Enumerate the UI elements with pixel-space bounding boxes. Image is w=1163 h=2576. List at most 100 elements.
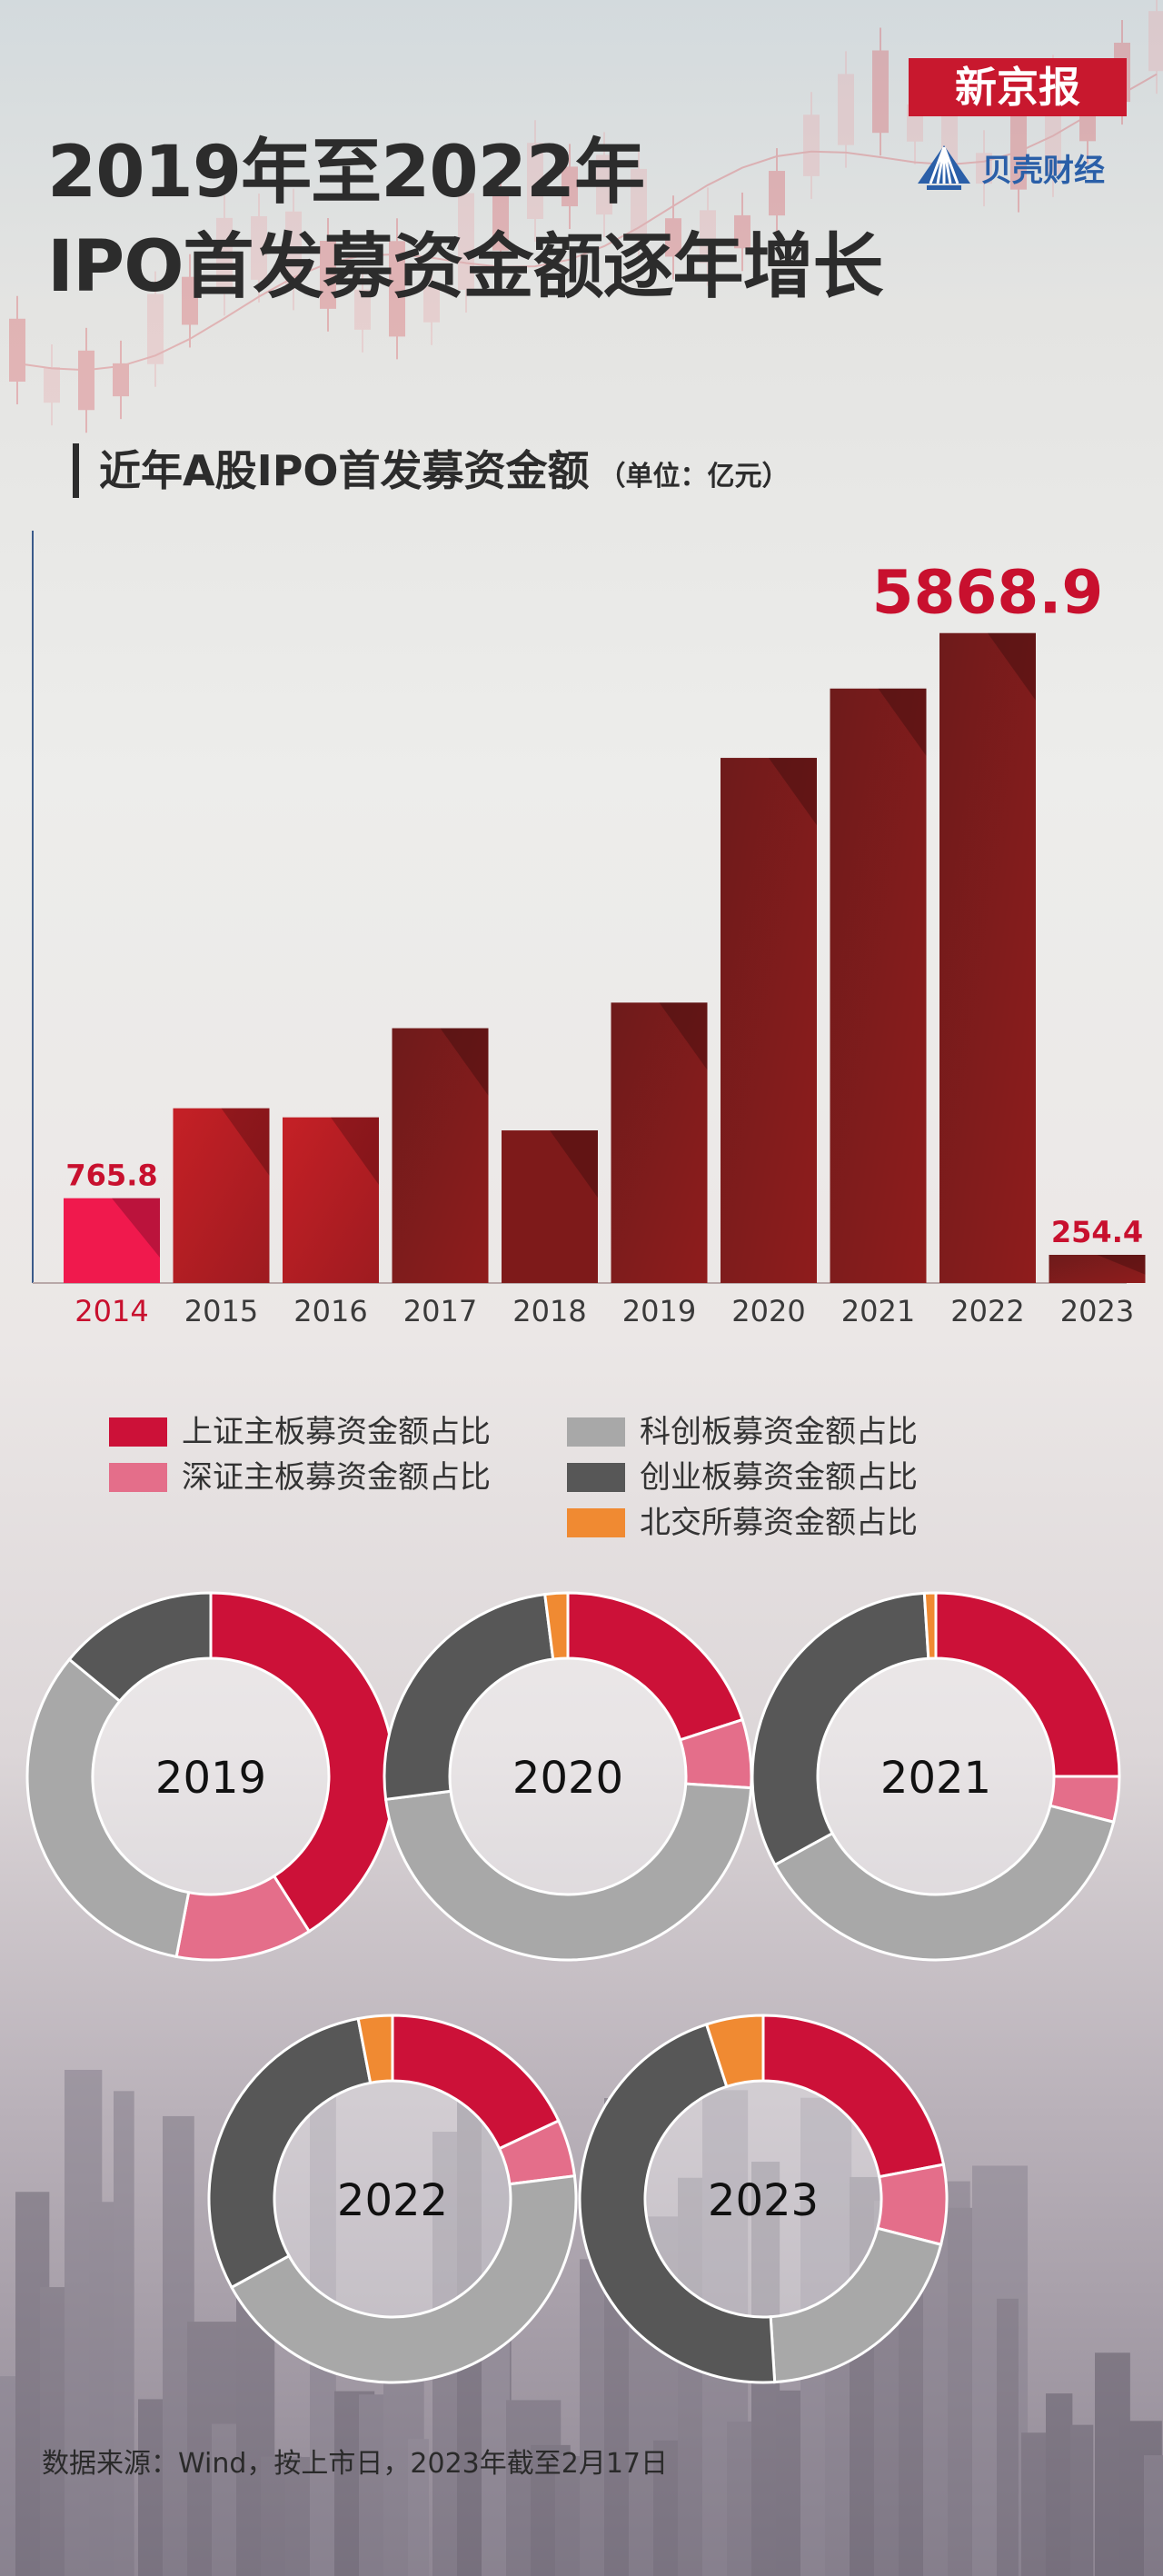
donut-slice-2020-3 [383,1782,753,1962]
donut-slice-2023-4 [578,2022,777,2384]
candle-body [9,318,25,382]
bar-2021 [830,688,927,1283]
shell-icon [918,145,970,190]
building [776,2390,808,2576]
bar-shade-2022 [988,632,1036,701]
bar-2020 [721,758,817,1283]
candle-body [803,114,820,176]
candle-body [182,276,198,325]
legend-swatch [567,1508,625,1537]
building [40,2287,95,2576]
donut-hole [94,1659,328,1894]
building [285,2457,317,2576]
building [408,2439,430,2576]
bar-2014 [64,1198,160,1283]
donut-chart-2021: 2021 [750,1591,1121,1962]
main-title-line-2: IPO首发募资金额逐年增长 [47,226,883,308]
candle-body [320,241,336,309]
legend-label: 北交所募资金额占比 [640,1505,918,1541]
donut-slice-2020-5 [543,1591,570,1661]
bar-shade-2019 [659,1002,708,1070]
building [163,2115,194,2576]
donut-slice-2019-4 [67,1591,213,1704]
building [334,2391,375,2576]
data-label-2022: 5868.9 [872,558,1104,628]
building [825,2362,854,2576]
candle-body [596,154,612,215]
donut-hole [451,1659,685,1894]
building [506,2400,562,2576]
candle-body [1010,113,1027,190]
donut-slice-2021-4 [750,1591,930,1867]
donut-chart-2022: 2022 [207,2014,578,2384]
candle-body [251,215,267,280]
bar-shade-2020 [769,758,817,826]
candle-body [113,363,129,397]
x-tick-label-2020: 2020 [731,1294,805,1328]
building [359,2394,412,2576]
beike-finance-logo: 贝壳财经 [912,136,1130,194]
candle-body [976,153,992,184]
chart-subtitle-text: 近年A股IPO首发募资金额 [99,446,590,495]
main-title-line-1: 2019年至2022年 [47,132,645,214]
candle-body [769,171,785,216]
candle-body [78,350,94,411]
bar-shade-2016 [331,1117,379,1185]
x-tick-label-2016: 2016 [293,1294,367,1328]
x-tick-label-2019: 2019 [622,1294,696,1328]
candle-body [147,293,164,364]
legend-swatch [567,1463,625,1492]
bar-2022 [939,632,1036,1283]
building [1070,2424,1094,2576]
donut-year-label-2019: 2019 [155,1753,266,1804]
candle-body [872,50,889,134]
donut-slice-2019-1 [209,1591,396,1934]
candle-body [527,143,543,220]
donut-slice-2023-1 [761,2014,946,2179]
legend-label: 深证主板募资金额占比 [182,1459,491,1496]
building [261,2456,302,2576]
donut-year-label-2020: 2020 [512,1753,623,1804]
ipo-amount-bar-chart: 2014 765.8 2015 2016 2017 2018 2019 2020 2021 202… [32,531,1146,1328]
candle-body [1148,11,1163,72]
donut-slice-2021-3 [772,1804,1116,1962]
donut-slice-2022-4 [207,2016,373,2290]
legend-swatch [567,1417,625,1447]
legend-swatch [109,1463,167,1492]
candle-body [285,211,302,288]
building [948,2207,993,2576]
candle-body [665,218,681,257]
building [65,2069,103,2576]
candle-body [734,214,750,249]
donut-chart-2023: 2023 [578,2014,949,2384]
chart-subtitle: 近年A股IPO首发募资金额 （单位：亿元） [73,443,1127,498]
building [187,2322,237,2576]
building [678,2177,714,2576]
chart-unit-label: （单位：亿元） [598,461,790,492]
x-tick-label-2014: 2014 [75,1294,148,1328]
bar-shade-2014 [112,1198,160,1258]
building [114,2091,134,2576]
donut-year-label-2022: 2022 [337,2175,448,2226]
bar-2017 [392,1028,489,1283]
donut-slice-2023-5 [704,2014,765,2089]
bar-2023 [1049,1254,1146,1283]
building [1144,2455,1163,2576]
candle-body [492,193,509,251]
data-source-note: 数据来源：Wind，按上市日，2023年截至2月17日 [42,2448,669,2480]
x-tick-label-2017: 2017 [403,1294,477,1328]
bar-2019 [611,1002,708,1283]
legend-swatch [109,1417,167,1447]
moving-average-line [16,73,1158,372]
building [555,2456,591,2576]
building [1021,2432,1053,2576]
legend-label: 创业板募资金额占比 [640,1459,918,1496]
candle-body [389,241,405,337]
bar-shade-2021 [878,688,927,756]
donut-slice-2021-1 [934,1591,1121,1778]
donut-hole [819,1659,1053,1894]
bar-shade-2017 [440,1028,489,1096]
donut-legend: 上证主板募资金额占比 深证主板募资金额占比 科创板募资金额占比 创业板募资金额占比 北交… [0,1390,1163,1554]
x-tick-label-2015: 2015 [184,1294,258,1328]
